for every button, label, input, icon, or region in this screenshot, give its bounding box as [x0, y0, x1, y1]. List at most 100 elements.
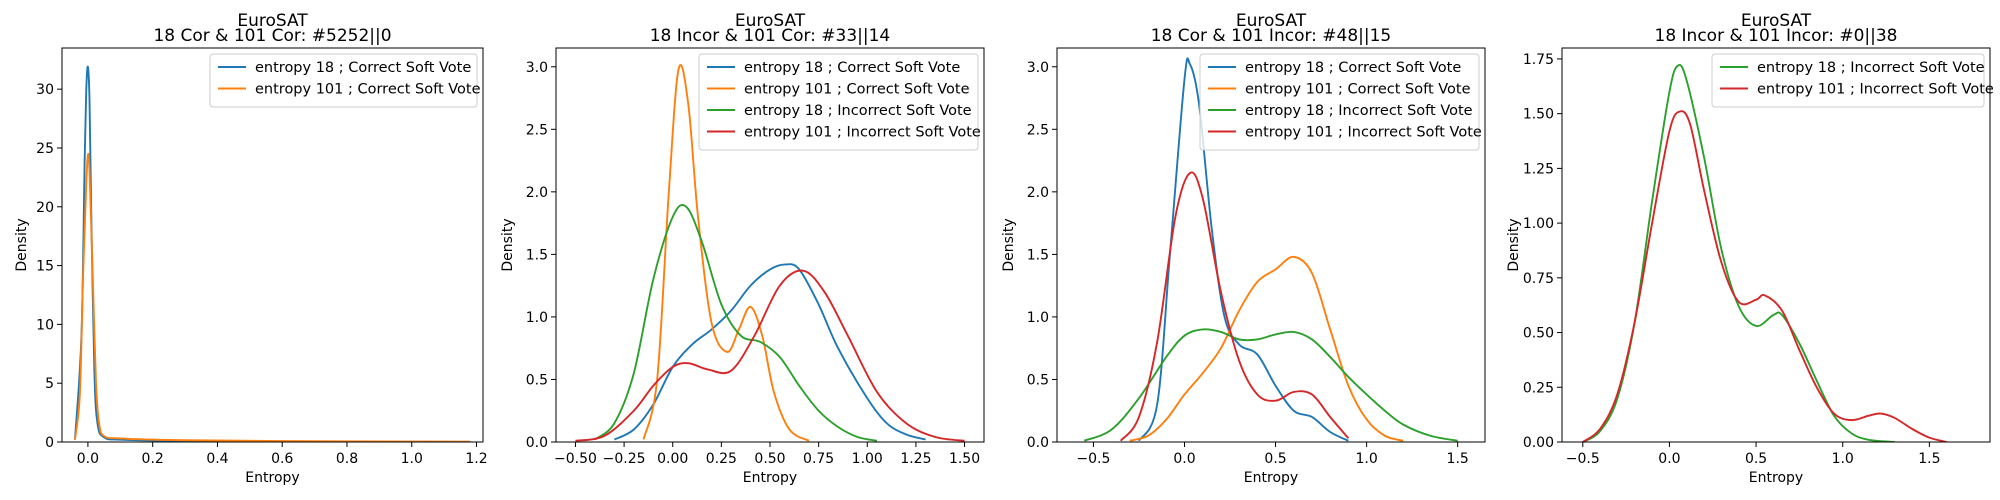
series-line-1	[613, 263, 926, 441]
x-tick-label: 0.0	[1658, 451, 1680, 467]
axes-frame	[1561, 47, 1991, 443]
x-tick-label: 1.2	[465, 451, 487, 467]
chart-subtitle: 18 Incor & 101 Incor: #0||38	[1655, 26, 1898, 46]
x-tick-label: 1.25	[900, 451, 931, 467]
x-tick-label: 0.25	[706, 451, 737, 467]
y-tick-label: 1.0	[526, 310, 548, 326]
y-tick-label: 15	[36, 259, 54, 275]
y-axis-label: Density	[1506, 218, 1522, 271]
y-tick-label: 0.75	[1523, 271, 1554, 287]
series-line-2	[1129, 255, 1404, 442]
legend: entropy 18 ; Incorrect Soft Vote entropy …	[1711, 53, 1994, 108]
y-tick-label: 1.75	[1523, 52, 1554, 68]
series-line-3	[1083, 328, 1458, 442]
x-tick-label: 0.0	[77, 451, 99, 467]
legend-box	[698, 53, 979, 151]
axes-frame	[1056, 47, 1486, 443]
x-tick-label: 0.5	[1264, 451, 1286, 467]
series-line-4	[575, 269, 965, 442]
x-tick-label: −0.50	[554, 451, 597, 467]
y-tick-label: 25	[36, 141, 54, 157]
y-tick-label: 1.50	[1523, 107, 1554, 123]
legend-entry: entropy 18 ; Correct Soft Vote	[255, 60, 471, 76]
x-axis-label: Entropy	[743, 470, 797, 486]
chart-subtitle: 18 Cor & 101 Incor: #48||15	[1151, 26, 1392, 46]
y-tick-label: 30	[36, 82, 54, 98]
legend-entry: entropy 18 ; Incorrect Soft Vote	[1245, 103, 1473, 119]
series-line-2	[1582, 110, 1947, 442]
x-axis-label: Entropy	[1244, 470, 1298, 486]
legend-entry: entropy 101 ; Incorrect Soft Vote	[1757, 82, 1994, 98]
chart-panel-4: −0.5 0.0 0.5 1.0 1.5 0.00 0.25 0.50 0.75 1.00 1.25…	[1506, 11, 1994, 486]
series-line-4	[1119, 171, 1350, 442]
chart-subtitle: 18 Incor & 101 Cor: #33||14	[650, 26, 891, 46]
x-tick-label: 0.8	[336, 451, 358, 467]
legend-entry: entropy 18 ; Incorrect Soft Vote	[1757, 60, 1985, 76]
series-line-3	[594, 204, 878, 442]
legend: entropy 18 ; Correct Soft Vote entropy 10…	[209, 53, 481, 108]
x-tick-label: −0.5	[1076, 451, 1110, 467]
y-tick-label: 0.5	[1027, 372, 1049, 388]
x-tick-label: 0.75	[803, 451, 834, 467]
y-axis-label: Density	[1001, 218, 1017, 271]
y-tick-label: 1.0	[1027, 310, 1049, 326]
chart-panel-3: −0.5 0.0 0.5 1.0 1.5 0.0 0.5 1.0 1.5 2.0 2.5 3.0 Eur…	[1001, 11, 1486, 486]
chart-title: EuroSAT	[237, 11, 308, 31]
series-line-2	[74, 152, 471, 442]
x-tick-label: 0.50	[754, 451, 785, 467]
chart-title: EuroSAT	[1741, 11, 1812, 31]
y-tick-label: 20	[36, 200, 54, 216]
x-tick-label: 1.0	[1355, 451, 1377, 467]
x-tick-label: 1.00	[852, 451, 883, 467]
y-axis-label: Density	[500, 218, 516, 271]
chart-subtitle: 18 Cor & 101 Cor: #5252||0	[153, 26, 391, 46]
axes-frame	[61, 47, 484, 443]
legend-entry: entropy 18 ; Correct Soft Vote	[1245, 60, 1461, 76]
legend-entry: entropy 18 ; Incorrect Soft Vote	[744, 103, 972, 119]
x-tick-label: 0.0	[1173, 451, 1195, 467]
y-tick-label: 0.5	[526, 372, 548, 388]
series-line-2	[642, 64, 810, 442]
y-tick-label: 3.0	[526, 60, 548, 76]
x-tick-label: 0.6	[271, 451, 293, 467]
y-tick-label: 1.00	[1523, 216, 1554, 232]
legend-box	[1199, 53, 1480, 151]
x-tick-label: 1.0	[401, 451, 423, 467]
legend-entry: entropy 101 ; Correct Soft Vote	[255, 82, 481, 98]
chart-title: EuroSAT	[1236, 11, 1307, 31]
x-tick-label: 1.0	[1832, 451, 1854, 467]
legend-box	[1711, 53, 1985, 108]
x-tick-label: 1.5	[1447, 451, 1469, 467]
y-tick-label: 3.0	[1027, 60, 1049, 76]
series-line-1	[74, 65, 471, 442]
y-tick-label: 2.5	[1027, 122, 1049, 138]
x-tick-label: 0.00	[657, 451, 688, 467]
x-axis-label: Entropy	[1749, 470, 1803, 486]
chart-panel-1: 0.0 0.2 0.4 0.6 0.8 1.0 1.2 0 5 10 15 20 25 30 EuroSAT…	[14, 11, 488, 486]
series-line-1	[1582, 64, 1895, 442]
y-tick-label: 0.0	[526, 435, 548, 451]
x-tick-label: −0.25	[603, 451, 646, 467]
y-tick-label: 0.25	[1523, 380, 1554, 396]
legend-entry: entropy 101 ; Incorrect Soft Vote	[1245, 125, 1482, 141]
legend-entry: entropy 101 ; Incorrect Soft Vote	[744, 125, 981, 141]
x-tick-label: −0.5	[1566, 451, 1600, 467]
x-tick-label: 0.5	[1745, 451, 1767, 467]
y-tick-label: 0	[45, 435, 54, 451]
legend: entropy 18 ; Correct Soft Vote entropy 10…	[1199, 53, 1482, 151]
chart-title: EuroSAT	[735, 11, 806, 31]
y-tick-label: 5	[45, 376, 54, 392]
x-tick-label: 1.5	[1918, 451, 1940, 467]
y-tick-label: 2.5	[526, 122, 548, 138]
x-tick-label: 0.4	[206, 451, 228, 467]
legend-entry: entropy 101 ; Correct Soft Vote	[744, 82, 970, 98]
y-axis-label: Density	[14, 218, 30, 271]
y-tick-label: 1.5	[526, 247, 548, 263]
y-tick-label: 2.0	[526, 185, 548, 201]
y-tick-label: 1.25	[1523, 161, 1554, 177]
legend-entry: entropy 18 ; Correct Soft Vote	[744, 60, 960, 76]
y-tick-label: 0.0	[1027, 435, 1049, 451]
x-tick-label: 1.50	[949, 451, 980, 467]
y-tick-label: 10	[36, 317, 54, 333]
